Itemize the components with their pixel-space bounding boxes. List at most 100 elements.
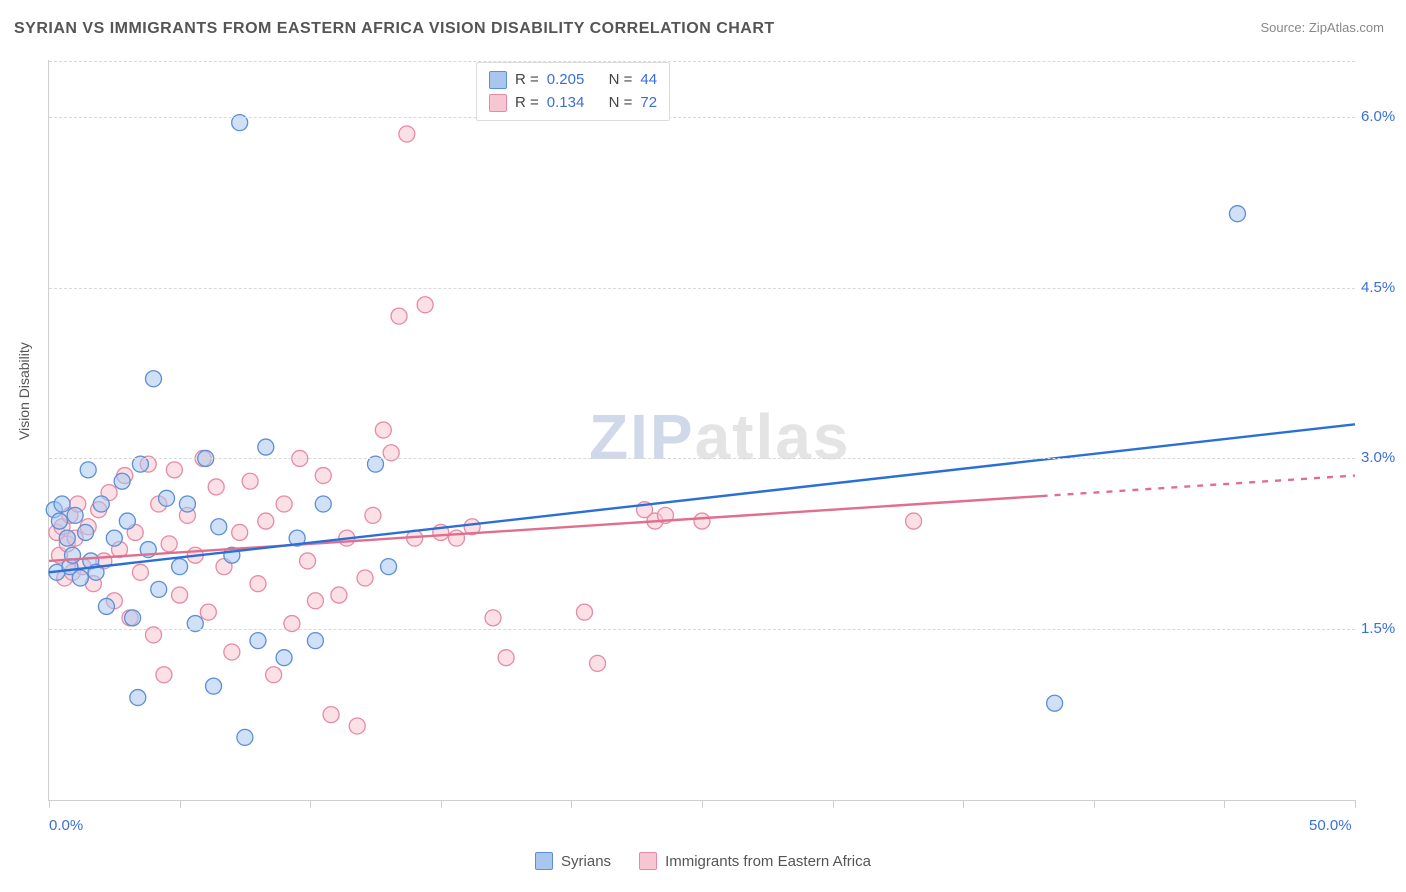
n-prefix: N = [609, 92, 633, 115]
scatter-point [211, 519, 227, 535]
scatter-point [590, 655, 606, 671]
scatter-point [357, 570, 373, 586]
scatter-point [300, 553, 316, 569]
scatter-point [172, 587, 188, 603]
scatter-point [417, 297, 433, 313]
scatter-point [315, 496, 331, 512]
scatter-point [399, 126, 415, 142]
xtick [310, 800, 311, 808]
scatter-point [67, 507, 83, 523]
scatter-point [498, 650, 514, 666]
scatter-point [54, 496, 70, 512]
gridline-h [49, 629, 1355, 630]
n-value-ea: 72 [640, 92, 657, 115]
scatter-point [258, 513, 274, 529]
scatter-point [159, 490, 175, 506]
scatter-point [130, 690, 146, 706]
plot-svg [49, 60, 1355, 800]
r-prefix: R = [515, 69, 539, 92]
scatter-point [232, 524, 248, 540]
scatter-point [93, 496, 109, 512]
chart-title: SYRIAN VS IMMIGRANTS FROM EASTERN AFRICA… [14, 20, 775, 38]
scatter-point [161, 536, 177, 552]
r-prefix: R = [515, 92, 539, 115]
scatter-point [694, 513, 710, 529]
scatter-point [375, 422, 391, 438]
xtick [571, 800, 572, 808]
scatter-point [59, 530, 75, 546]
xtick [702, 800, 703, 808]
scatter-point [276, 650, 292, 666]
xtick-label: 50.0% [1309, 817, 1352, 834]
legend-label-ea: Immigrants from Eastern Africa [665, 853, 871, 870]
scatter-point [179, 496, 195, 512]
scatter-point [166, 462, 182, 478]
scatter-point [250, 576, 266, 592]
scatter-point [485, 610, 501, 626]
gridline-h [49, 61, 1355, 62]
swatch-syrians [489, 71, 507, 89]
scatter-point [132, 564, 148, 580]
correlation-row-syrians: R = 0.205 N = 44 [489, 69, 657, 92]
scatter-point [315, 468, 331, 484]
scatter-point [206, 678, 222, 694]
scatter-point [106, 530, 122, 546]
ytick-label: 4.5% [1361, 279, 1406, 296]
scatter-point [448, 530, 464, 546]
scatter-point [391, 308, 407, 324]
scatter-point [114, 473, 130, 489]
legend-swatch-ea [639, 852, 657, 870]
gridline-h [49, 288, 1355, 289]
y-axis-label: Vision Disability [16, 342, 32, 440]
scatter-point [119, 513, 135, 529]
scatter-point [381, 559, 397, 575]
scatter-point [208, 479, 224, 495]
xtick [963, 800, 964, 808]
scatter-point [51, 513, 67, 529]
scatter-point [237, 729, 253, 745]
gridline-h [49, 458, 1355, 459]
xtick [1224, 800, 1225, 808]
regression-line [49, 496, 1042, 561]
scatter-point [307, 633, 323, 649]
scatter-point [906, 513, 922, 529]
source-credit: Source: ZipAtlas.com [1260, 20, 1384, 35]
scatter-point [307, 593, 323, 609]
legend-item-ea: Immigrants from Eastern Africa [639, 852, 871, 870]
scatter-point [365, 507, 381, 523]
scatter-point [1229, 206, 1245, 222]
legend-item-syrians: Syrians [535, 852, 611, 870]
ytick-label: 6.0% [1361, 108, 1406, 125]
scatter-point [576, 604, 592, 620]
xtick [441, 800, 442, 808]
n-value-syrians: 44 [640, 69, 657, 92]
ytick-label: 3.0% [1361, 449, 1406, 466]
source-name: ZipAtlas.com [1309, 20, 1384, 35]
scatter-point [266, 667, 282, 683]
swatch-ea [489, 94, 507, 112]
scatter-point [78, 524, 94, 540]
scatter-point [200, 604, 216, 620]
legend-swatch-syrians [535, 852, 553, 870]
gridline-h [49, 117, 1355, 118]
scatter-point [151, 581, 167, 597]
plot-area: ZIPatlas 1.5%3.0%4.5%6.0%0.0%50.0% [48, 60, 1355, 801]
xtick [49, 800, 50, 808]
series-legend: Syrians Immigrants from Eastern Africa [0, 852, 1406, 870]
scatter-point [172, 559, 188, 575]
scatter-point [258, 439, 274, 455]
regression-line [49, 424, 1355, 572]
xtick [1355, 800, 1356, 808]
scatter-point [224, 644, 240, 660]
r-value-syrians: 0.205 [547, 69, 585, 92]
scatter-point [323, 707, 339, 723]
scatter-point [72, 570, 88, 586]
scatter-point [125, 610, 141, 626]
scatter-point [156, 667, 172, 683]
scatter-point [331, 587, 347, 603]
scatter-point [145, 371, 161, 387]
scatter-point [276, 496, 292, 512]
scatter-point [349, 718, 365, 734]
n-prefix: N = [609, 69, 633, 92]
xtick [1094, 800, 1095, 808]
